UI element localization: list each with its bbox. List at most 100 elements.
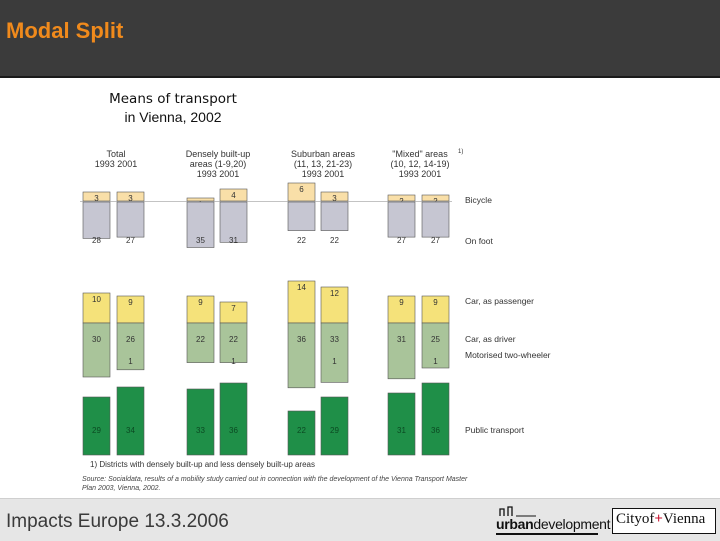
bar-car-passenger (387, 295, 416, 324)
bar-car-driver (116, 322, 145, 371)
data-label-bicycle: 6 (299, 185, 304, 194)
legend-two-wheeler: Motorised two-wheeler (465, 350, 551, 360)
bar-bicycle (421, 194, 450, 202)
group-header-line: 1993 2001 (399, 169, 442, 179)
city-logo-vienna: Vienna (662, 511, 706, 527)
bar-public-transport (219, 382, 248, 456)
group-header-line: (10, 12, 14-19) (390, 159, 449, 169)
data-label-two-wheeler: 1 (231, 357, 236, 366)
data-label-car-driver: 25 (431, 335, 440, 344)
data-label-car-passenger: 7 (231, 304, 236, 313)
group-header-line: Densely built-up (186, 149, 251, 159)
group-header-line: 1993 2001 (197, 169, 240, 179)
bar-public-transport (82, 396, 111, 456)
data-label-car-driver: 33 (330, 335, 339, 344)
data-label-public-transport: 29 (92, 426, 101, 435)
data-label-car-passenger: 9 (128, 298, 133, 307)
bar-public-transport (421, 382, 450, 456)
data-label-on-foot: 27 (126, 236, 135, 245)
data-label-public-transport: 34 (126, 426, 135, 435)
bar-on-foot (219, 201, 248, 243)
bar-bicycle (116, 191, 145, 202)
bar-public-transport (320, 396, 349, 456)
group-header-line: (11, 13, 21-23) (294, 159, 352, 169)
group-header-line: Total (106, 149, 125, 159)
bar-car-driver (421, 322, 450, 369)
data-label-two-wheeler: 1 (332, 357, 337, 366)
city-logo-cross-icon: + (654, 511, 663, 527)
source-line: Source: Socialdata, results of a mobilit… (82, 476, 468, 483)
city-logo-frame (612, 508, 716, 534)
data-label-public-transport: 22 (297, 426, 306, 435)
data-label-two-wheeler: 1 (433, 357, 438, 366)
bar-car-driver (219, 322, 248, 363)
data-label-public-transport: 29 (330, 426, 339, 435)
legend-car-driver: Car, as driver (465, 334, 516, 344)
footnote-text: 1) Districts with densely built-up and l… (90, 460, 315, 469)
chart-title-line2: in Vienna, 2002 (124, 109, 222, 125)
data-label-bicycle: 3 (94, 194, 99, 203)
bar-on-foot (82, 201, 111, 239)
data-label-car-passenger: 9 (433, 298, 438, 307)
data-label-bicycle: 4 (231, 191, 236, 200)
group-header-line: Suburban areas (291, 149, 356, 159)
data-label-public-transport: 36 (431, 426, 440, 435)
bar-car-passenger (186, 295, 215, 324)
data-label-on-foot: 28 (92, 236, 101, 245)
footer-bar: Impacts Europe 13.3.2006 (0, 498, 720, 541)
group-footnote-mark: 1) (458, 149, 463, 155)
urban-logo-text: urbandevelopment (496, 516, 611, 532)
group-header-line: areas (1-9,20) (190, 159, 247, 169)
bar-car-driver (186, 322, 215, 363)
data-label-on-foot: 27 (397, 236, 406, 245)
bar-on-foot (186, 201, 215, 248)
bar-bicycle (82, 191, 111, 202)
data-label-two-wheeler: 1 (128, 357, 133, 366)
urban-development-logo: urbandevelopment (496, 506, 611, 535)
bar-car-driver (82, 322, 111, 378)
data-label-car-passenger: 14 (297, 283, 306, 292)
data-label-car-driver: 26 (126, 335, 135, 344)
urban-logo-bold: urban (496, 516, 534, 532)
chart-title-line1: Means of transport (109, 91, 237, 107)
group-header-line: "Mixed" areas (392, 149, 448, 159)
bar-on-foot (287, 201, 316, 231)
data-label-on-foot: 27 (431, 236, 440, 245)
group-header-line: 1993 2001 (95, 159, 138, 169)
data-label-on-foot: 22 (330, 236, 339, 245)
header-bar: Modal Split (0, 0, 720, 78)
data-label-on-foot: 35 (196, 236, 205, 245)
data-label-car-driver: 30 (92, 335, 101, 344)
bar-car-passenger (421, 295, 450, 324)
urban-logo-rest: development (533, 516, 611, 532)
legend-public-transport: Public transport (465, 425, 525, 435)
city-logo-city: City (616, 511, 642, 527)
bar-on-foot (116, 201, 145, 238)
data-label-car-passenger: 9 (198, 298, 203, 307)
urban-logo-mark-icon (499, 506, 536, 517)
bar-public-transport (387, 392, 416, 456)
data-label-public-transport: 31 (397, 426, 406, 435)
data-label-on-foot: 31 (229, 236, 238, 245)
data-label-bicycle: 3 (332, 194, 337, 203)
bar-on-foot (320, 201, 349, 231)
bar-bicycle (320, 191, 349, 202)
data-label-car-passenger: 12 (330, 289, 339, 298)
urban-logo-underline (496, 533, 598, 535)
slide-title: Modal Split (6, 18, 124, 43)
city-of-vienna-logo: Cityof+Vienna (612, 506, 716, 534)
bar-car-passenger (82, 292, 111, 324)
data-label-public-transport: 33 (196, 426, 205, 435)
data-label-bicycle: 3 (128, 194, 133, 203)
data-label-car-driver: 22 (196, 335, 205, 344)
legend-bicycle: Bicycle (465, 195, 492, 205)
city-logo-text: Cityof+Vienna (616, 511, 705, 528)
data-label-car-passenger: 9 (399, 298, 404, 307)
data-label-car-driver: 22 (229, 335, 238, 344)
legend-car-passenger: Car, as passenger (465, 296, 534, 306)
group-header-line: 1993 2001 (302, 169, 345, 179)
data-label-car-driver: 31 (397, 335, 406, 344)
bar-bicycle (287, 182, 316, 202)
bar-car-driver (387, 322, 416, 380)
